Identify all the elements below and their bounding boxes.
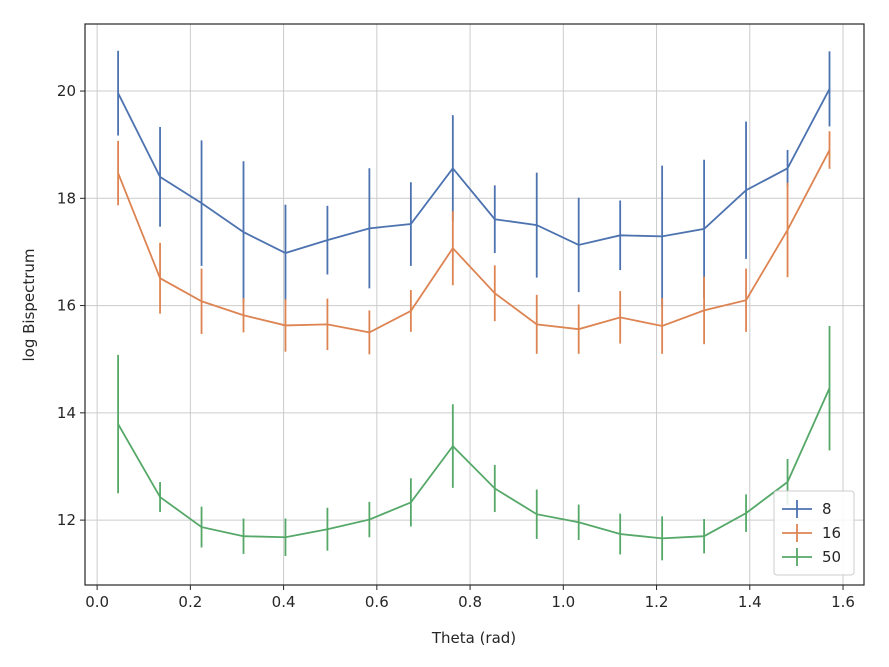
x-tick-label: 0.4: [272, 593, 296, 611]
x-tick-label: 1.2: [645, 593, 669, 611]
x-axis-label: Theta (rad): [431, 629, 516, 647]
plot-frame: [84, 23, 865, 586]
y-tick-label: 16: [57, 297, 76, 315]
y-axis-label: log Bispectrum: [20, 248, 38, 361]
line: [117, 387, 831, 540]
y-tick-label: 20: [57, 82, 76, 100]
x-tick-label: 0.2: [178, 593, 202, 611]
x-tick-label: 0.8: [458, 593, 482, 611]
legend-label: 8: [822, 500, 832, 518]
x-tick-label: 1.0: [551, 593, 575, 611]
x-tick-label: 1.6: [831, 593, 855, 611]
line: [117, 88, 831, 254]
x-tick-label: 1.4: [738, 593, 762, 611]
legend-label: 16: [822, 524, 841, 542]
y-tick-label: 18: [57, 189, 76, 207]
y-tick-label: 12: [57, 511, 76, 529]
line: [117, 149, 831, 334]
x-tick-label: 0.0: [85, 593, 109, 611]
legend-label: 50: [822, 548, 841, 566]
y-tick-label: 14: [57, 404, 76, 422]
legend-box: [773, 490, 855, 576]
x-tick-label: 0.6: [365, 593, 389, 611]
